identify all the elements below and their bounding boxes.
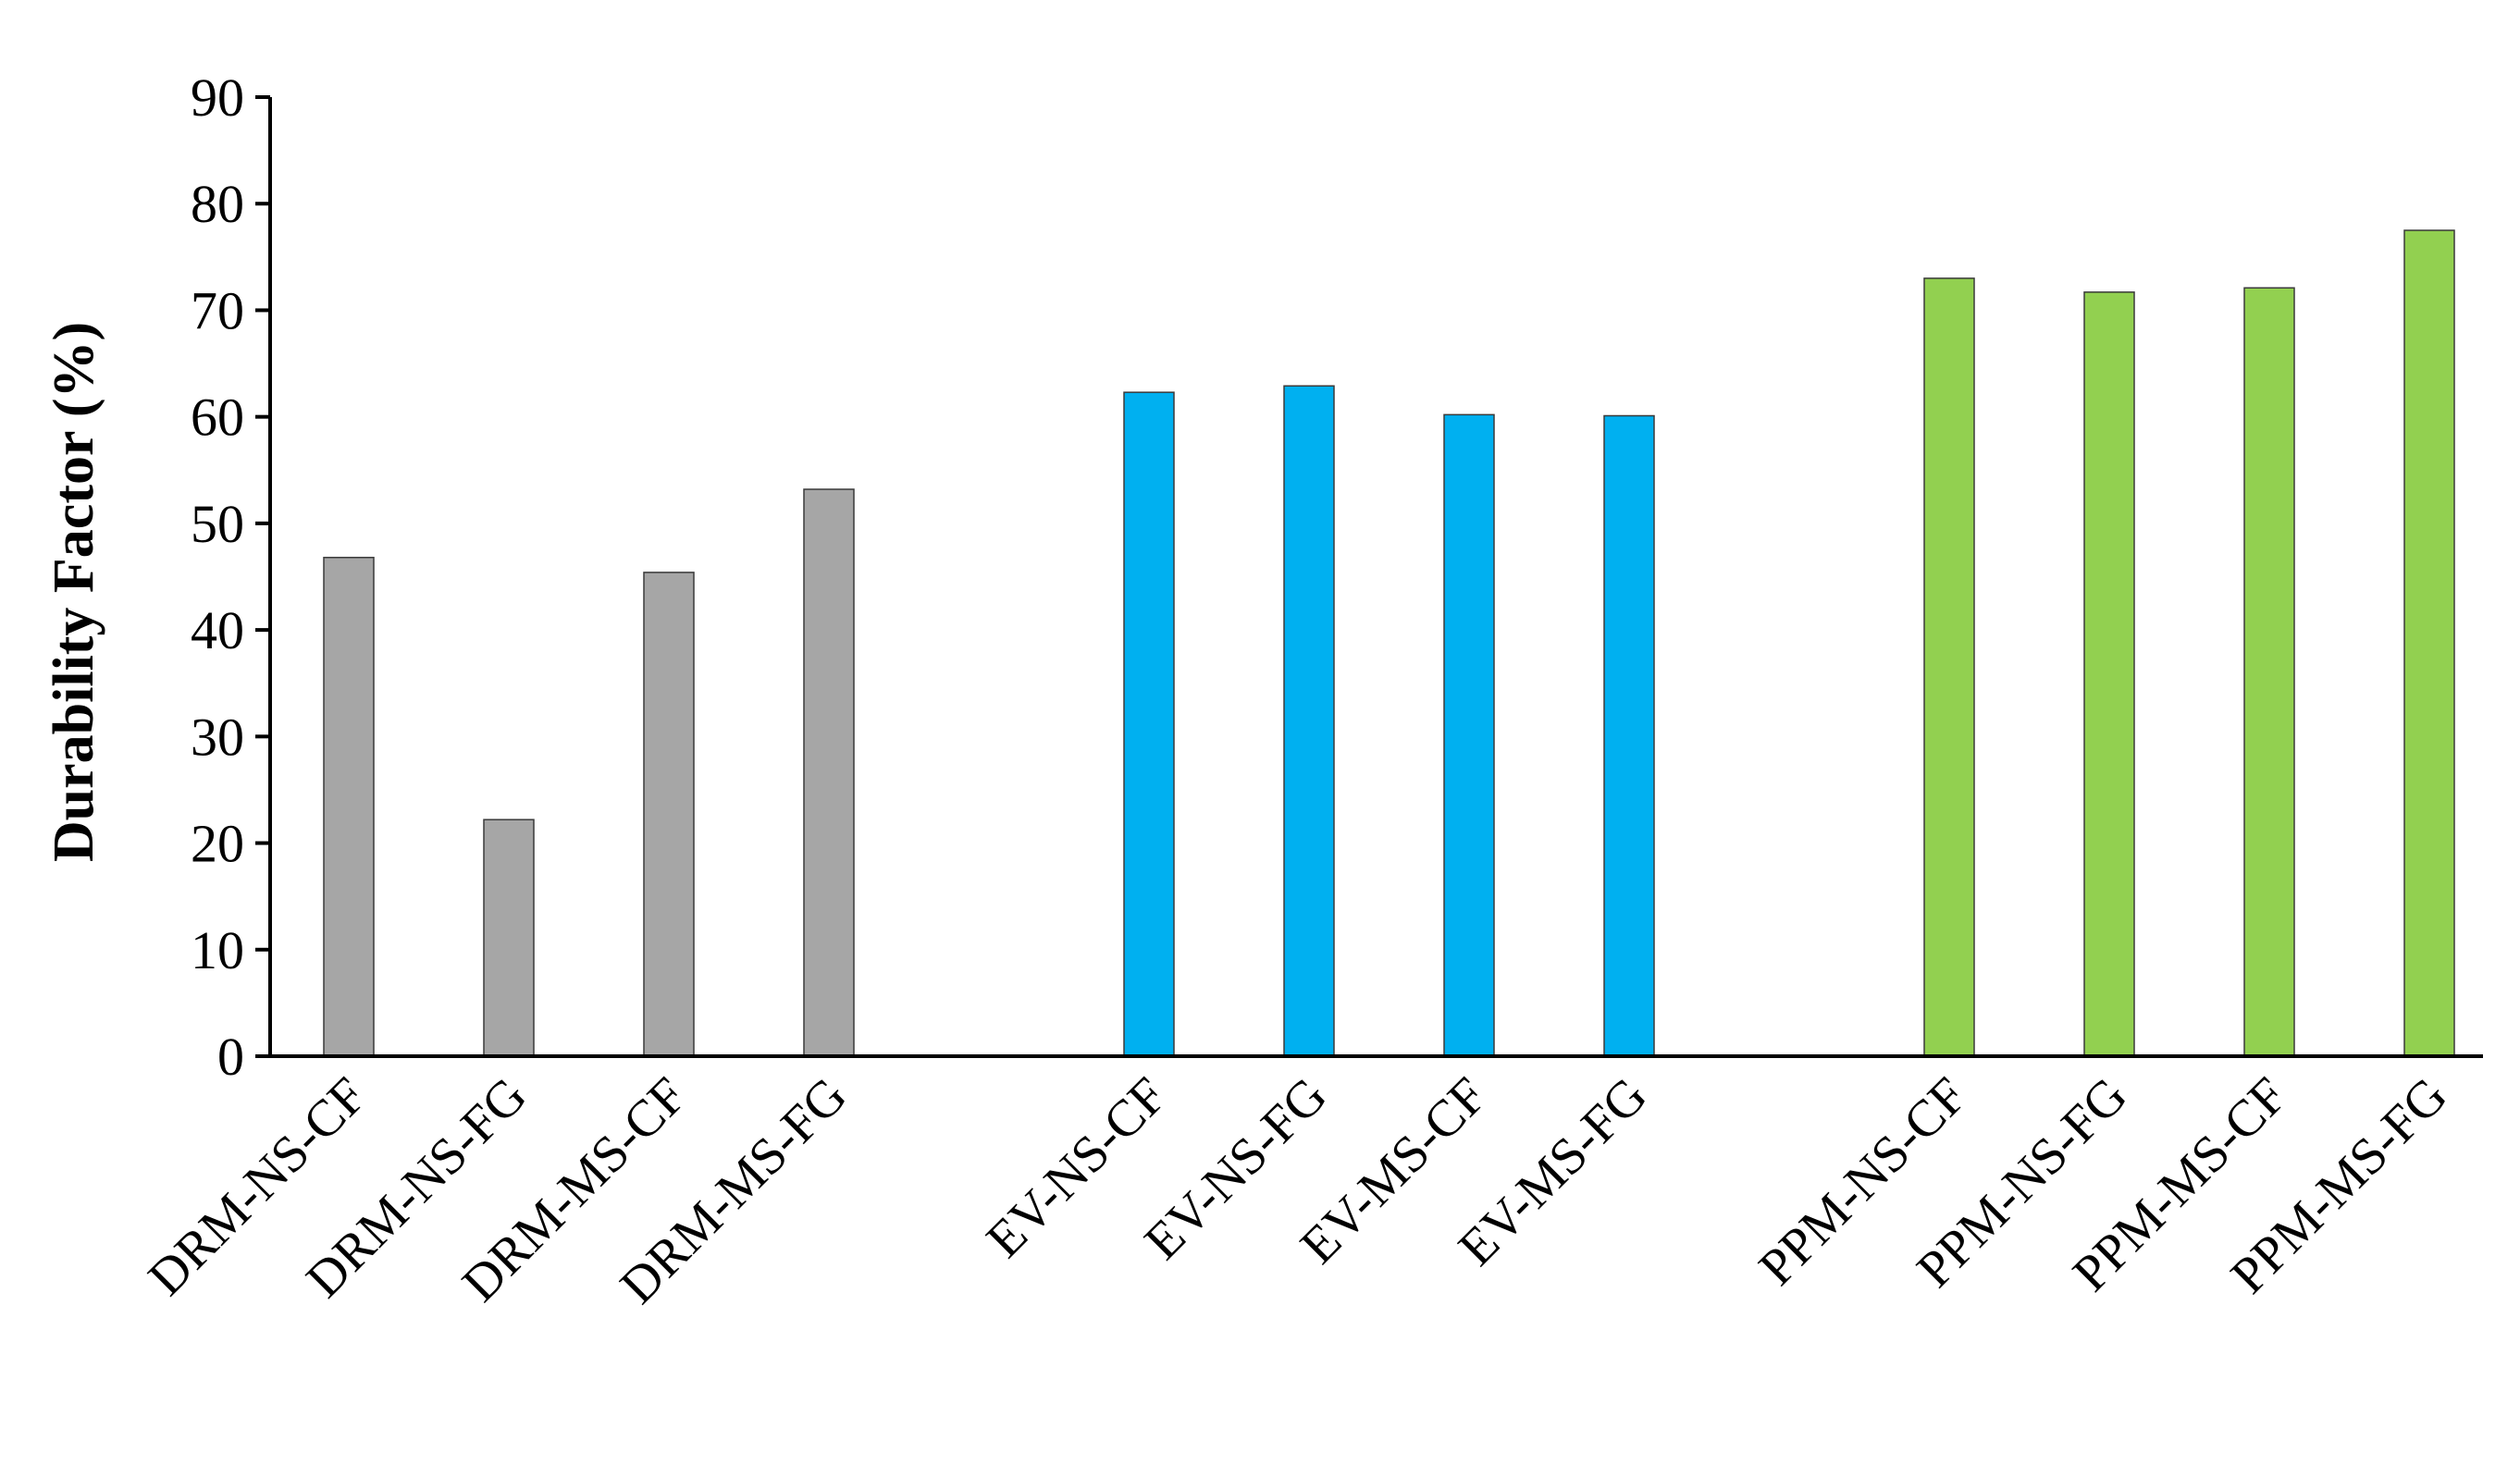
y-tick-label: 60 xyxy=(191,388,244,448)
y-tick-label: 80 xyxy=(191,174,244,234)
y-axis-title: Durability Factor (%) xyxy=(43,322,105,862)
y-tick-label: 90 xyxy=(191,68,244,128)
y-tick-label: 20 xyxy=(191,814,244,874)
bar-drm-ns-fg xyxy=(483,819,535,1057)
y-tick-label: 10 xyxy=(191,920,244,980)
bar-ppm-ms-fg xyxy=(2403,229,2455,1057)
y-tick-label: 0 xyxy=(217,1027,244,1087)
y-axis-ticks: 0 10 20 30 40 50 60 70 80 90 xyxy=(191,68,270,1087)
y-tick-label: 50 xyxy=(191,494,244,554)
bar-ppm-ms-cf xyxy=(2243,287,2295,1057)
bar-drm-ns-cf xyxy=(323,557,375,1057)
bar-ppm-ns-fg xyxy=(2083,291,2135,1057)
bar-ev-ms-fg xyxy=(1603,414,1655,1057)
bar-drm-ms-cf xyxy=(643,572,695,1057)
bar-drm-ms-fg xyxy=(803,488,855,1057)
bar-ev-ns-fg xyxy=(1283,385,1335,1057)
bar-ppm-ns-cf xyxy=(1923,277,1975,1057)
y-tick-label: 70 xyxy=(191,280,244,340)
y-tick-label: 30 xyxy=(191,707,244,767)
y-tick-label: 40 xyxy=(191,600,244,660)
bars xyxy=(323,229,2455,1057)
bar-ev-ns-cf xyxy=(1123,391,1175,1057)
bar-ev-ms-cf xyxy=(1443,413,1495,1057)
